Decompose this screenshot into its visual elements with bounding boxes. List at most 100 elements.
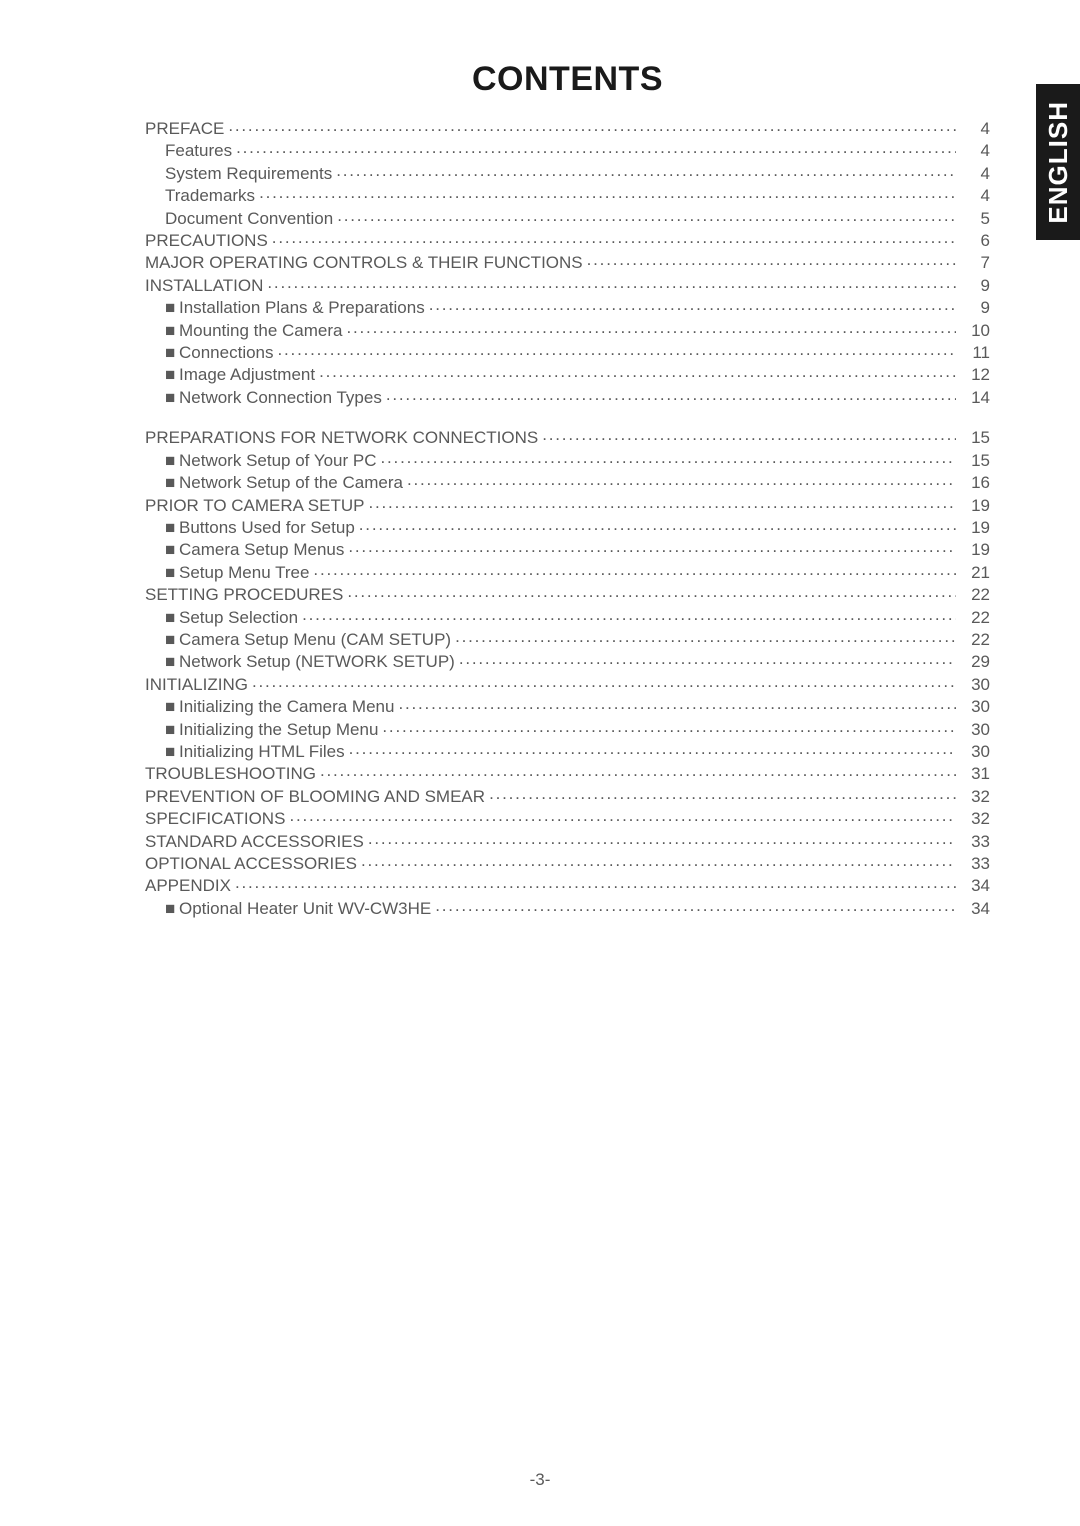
toc-entry-label: Network Setup of Your PC bbox=[179, 452, 377, 469]
toc-entry-label: Camera Setup Menus bbox=[179, 541, 344, 558]
toc-entry-page: 4 bbox=[964, 165, 990, 182]
toc-leader-dots bbox=[398, 695, 956, 712]
toc-leader-dots bbox=[346, 319, 956, 336]
toc-row: ■ Initializing the Setup Menu30 bbox=[145, 718, 990, 738]
square-bullet-icon: ■ bbox=[165, 519, 179, 536]
toc-entry-label: INSTALLATION bbox=[145, 277, 263, 294]
toc-leader-dots bbox=[272, 229, 956, 246]
toc-entry-label: SETTING PROCEDURES bbox=[145, 586, 343, 603]
toc-entry-page: 6 bbox=[964, 232, 990, 249]
toc-leader-dots bbox=[382, 718, 956, 735]
toc-entry-label: Connections bbox=[179, 344, 274, 361]
toc-leader-dots bbox=[336, 162, 956, 179]
language-tab-label: ENGLISH bbox=[1043, 101, 1074, 224]
toc-row: ■ Camera Setup Menu (CAM SETUP)22 bbox=[145, 628, 990, 648]
toc-entry-label: Optional Heater Unit WV-CW3HE bbox=[179, 900, 431, 917]
square-bullet-icon: ■ bbox=[165, 344, 179, 361]
toc-entry-page: 22 bbox=[964, 609, 990, 626]
square-bullet-icon: ■ bbox=[165, 541, 179, 558]
square-bullet-icon: ■ bbox=[165, 299, 179, 316]
toc-leader-dots bbox=[459, 650, 956, 667]
toc-entry-label: OPTIONAL ACCESSORIES bbox=[145, 855, 357, 872]
toc-row: Document Convention 5 bbox=[145, 207, 990, 227]
toc-entry-label: Initializing HTML Files bbox=[179, 743, 345, 760]
toc-leader-dots bbox=[386, 386, 956, 403]
toc-entry-label: INITIALIZING bbox=[145, 676, 248, 693]
toc-leader-dots bbox=[267, 274, 956, 291]
toc-row: ■ Network Setup of Your PC 15 bbox=[145, 449, 990, 469]
toc-entry-page: 30 bbox=[964, 698, 990, 715]
square-bullet-icon: ■ bbox=[165, 631, 179, 648]
toc-row: Trademarks4 bbox=[145, 184, 990, 204]
toc-entry-page: 9 bbox=[964, 277, 990, 294]
toc-leader-dots bbox=[278, 341, 956, 358]
square-bullet-icon: ■ bbox=[165, 609, 179, 626]
toc-row: ■ Network Connection Types14 bbox=[145, 386, 990, 406]
square-bullet-icon: ■ bbox=[165, 900, 179, 917]
toc-row: ■ Initializing HTML Files 30 bbox=[145, 740, 990, 760]
toc-row: PRIOR TO CAMERA SETUP19 bbox=[145, 494, 990, 514]
toc-entry-page: 5 bbox=[964, 210, 990, 227]
square-bullet-icon: ■ bbox=[165, 743, 179, 760]
toc-leader-dots bbox=[302, 606, 956, 623]
toc-entry-label: Setup Selection bbox=[179, 609, 298, 626]
document-page: CONTENTS PREFACE4Features4System Require… bbox=[0, 0, 1080, 1526]
toc-leader-dots bbox=[320, 762, 956, 779]
toc-entry-label: Document Convention bbox=[165, 210, 333, 227]
language-tab: ENGLISH bbox=[1036, 84, 1080, 240]
toc-entry-page: 29 bbox=[964, 653, 990, 670]
toc-row: APPENDIX34 bbox=[145, 874, 990, 894]
toc-entry-page: 30 bbox=[964, 676, 990, 693]
toc-row: ■ Mounting the Camera 10 bbox=[145, 319, 990, 339]
toc-row: ■ Setup Selection 22 bbox=[145, 606, 990, 626]
square-bullet-icon: ■ bbox=[165, 322, 179, 339]
toc-entry-page: 21 bbox=[964, 564, 990, 581]
toc-row: ■ Network Setup (NETWORK SETUP)29 bbox=[145, 650, 990, 670]
toc-leader-dots bbox=[259, 184, 956, 201]
toc-entry-label: TROUBLESHOOTING bbox=[145, 765, 316, 782]
toc-row: MAJOR OPERATING CONTROLS & THEIR FUNCTIO… bbox=[145, 251, 990, 271]
toc-leader-dots bbox=[236, 139, 956, 156]
toc-row: ■ Setup Menu Tree 21 bbox=[145, 561, 990, 581]
square-bullet-icon: ■ bbox=[165, 389, 179, 406]
toc-leader-dots bbox=[337, 207, 956, 224]
page-number-footer: -3- bbox=[0, 1470, 1080, 1490]
toc-row: SETTING PROCEDURES 22 bbox=[145, 583, 990, 603]
square-bullet-icon: ■ bbox=[165, 366, 179, 383]
toc-leader-dots bbox=[587, 251, 956, 268]
table-of-contents: PREFACE4Features4System Requirements4Tra… bbox=[145, 117, 990, 917]
toc-entry-page: 22 bbox=[964, 586, 990, 603]
toc-entry-label: Network Setup (NETWORK SETUP) bbox=[179, 653, 455, 670]
toc-row: ■ Network Setup of the Camera16 bbox=[145, 471, 990, 491]
toc-entry-label: Setup Menu Tree bbox=[179, 564, 309, 581]
toc-entry-page: 15 bbox=[964, 452, 990, 469]
toc-entry-page: 7 bbox=[964, 254, 990, 271]
toc-row: ■ Camera Setup Menus19 bbox=[145, 538, 990, 558]
toc-entry-label: PRECAUTIONS bbox=[145, 232, 268, 249]
toc-row: ■ Image Adjustment12 bbox=[145, 363, 990, 383]
square-bullet-icon: ■ bbox=[165, 698, 179, 715]
toc-section-gap bbox=[145, 408, 990, 424]
toc-row: OPTIONAL ACCESSORIES33 bbox=[145, 852, 990, 872]
toc-row: TROUBLESHOOTING31 bbox=[145, 762, 990, 782]
square-bullet-icon: ■ bbox=[165, 564, 179, 581]
toc-leader-dots bbox=[429, 296, 956, 313]
square-bullet-icon: ■ bbox=[165, 452, 179, 469]
toc-leader-dots bbox=[349, 740, 956, 757]
page-title: CONTENTS bbox=[145, 60, 990, 99]
toc-entry-page: 19 bbox=[964, 497, 990, 514]
toc-entry-label: SPECIFICATIONS bbox=[145, 810, 285, 827]
toc-entry-page: 30 bbox=[964, 743, 990, 760]
toc-entry-page: 32 bbox=[964, 810, 990, 827]
toc-row: ■ Connections11 bbox=[145, 341, 990, 361]
toc-leader-dots bbox=[489, 785, 956, 802]
toc-entry-page: 34 bbox=[964, 877, 990, 894]
toc-entry-page: 19 bbox=[964, 519, 990, 536]
toc-entry-label: System Requirements bbox=[165, 165, 332, 182]
toc-entry-page: 10 bbox=[964, 322, 990, 339]
toc-row: ■ Installation Plans & Preparations9 bbox=[145, 296, 990, 316]
toc-entry-page: 22 bbox=[964, 631, 990, 648]
toc-leader-dots bbox=[542, 426, 956, 443]
toc-entry-label: Mounting the Camera bbox=[179, 322, 342, 339]
toc-row: STANDARD ACCESSORIES33 bbox=[145, 830, 990, 850]
